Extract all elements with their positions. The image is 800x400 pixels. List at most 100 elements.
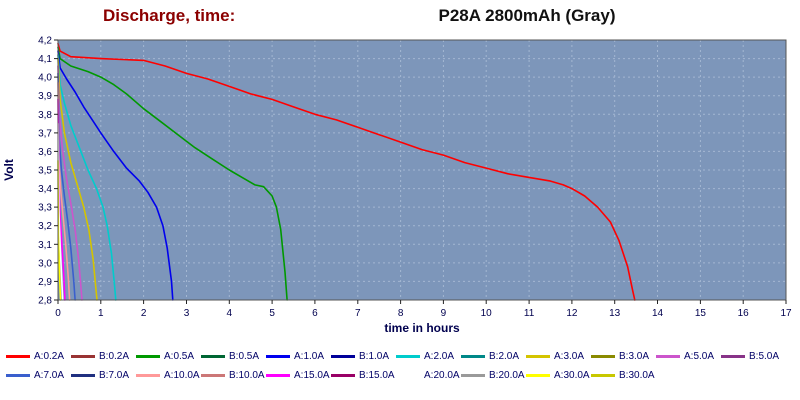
legend-row: A:0.2A B:0.2A A:0.5A B:0.5A A:1.0A B:1.0A A:2.… (6, 347, 796, 366)
y-tick-label: 3,3 (38, 203, 52, 214)
legend: A:0.2A B:0.2A A:0.5A B:0.5A A:1.0A B:1.0A A:2.… (6, 347, 796, 385)
y-tick-label: 3,2 (38, 221, 52, 232)
legend-swatch (266, 355, 290, 358)
x-tick-label: 4 (227, 308, 233, 319)
legend-item: A:5.0A (656, 351, 721, 362)
x-tick-label: 10 (481, 308, 493, 319)
chart-title-right: P28A 2800mAh (Gray) (438, 6, 616, 25)
legend-label: A:0.2A (34, 351, 65, 362)
legend-label: B:3.0A (619, 351, 650, 362)
legend-item: A:1.0A (266, 351, 331, 362)
y-tick-label: 3,4 (38, 184, 52, 195)
x-axis-label: time in hours (384, 321, 460, 335)
legend-label: A:5.0A (684, 351, 715, 362)
legend-swatch (656, 355, 680, 358)
x-tick-label: 6 (312, 308, 318, 319)
legend-swatch (201, 355, 225, 358)
legend-label: A:10.0A (164, 370, 200, 381)
y-tick-label: 4,1 (38, 54, 52, 65)
legend-item: B:30.0A (591, 370, 656, 381)
legend-swatch (591, 355, 615, 358)
series-line-5.0A (57, 65, 83, 301)
legend-item: A:0.5A (136, 351, 201, 362)
legend-item: A:7.0A (6, 370, 71, 381)
legend-item: B:0.2A (71, 351, 136, 362)
legend-label: B:15.0A (359, 370, 395, 381)
legend-label: A:2.0A (424, 351, 455, 362)
legend-swatch (591, 374, 615, 377)
y-tick-label: 3,7 (38, 128, 52, 139)
legend-item: B:20.0A (461, 370, 526, 381)
y-tick-label: 4,2 (38, 36, 52, 47)
x-tick-label: 0 (55, 308, 61, 319)
x-tick-label: 2 (141, 308, 147, 319)
y-tick-label: 3,9 (38, 91, 52, 102)
legend-label: B:0.2A (99, 351, 130, 362)
legend-label: B:5.0A (749, 351, 780, 362)
chart-title-left: Discharge, time: (103, 6, 236, 25)
legend-label: B:20.0A (489, 370, 525, 381)
series-line-7.0A (57, 72, 76, 301)
y-tick-label: 3,0 (38, 258, 52, 269)
legend-swatch (6, 355, 30, 358)
legend-item: A:3.0A (526, 351, 591, 362)
series-line-3.0A (57, 57, 98, 301)
legend-label: A:0.5A (164, 351, 195, 362)
y-tick-label: 3,6 (38, 147, 52, 158)
legend-swatch (331, 374, 355, 377)
legend-label: B:7.0A (99, 370, 130, 381)
legend-swatch (526, 355, 550, 358)
legend-item: A:10.0A (136, 370, 201, 381)
legend-item: A:2.0A (396, 351, 461, 362)
discharge-chart: 4,2 4,1 4,0 3,9 3,8 3,7 3,6 3,5 3,4 3,3 3,2 3,1 3,0 2… (2, 36, 792, 336)
y-tick-label: 3,5 (38, 166, 52, 177)
legend-label: B:1.0A (359, 351, 390, 362)
y-axis-label: Volt (2, 159, 16, 181)
x-tick-label: 16 (738, 308, 750, 319)
legend-swatch (136, 374, 160, 377)
legend-swatch (6, 374, 30, 377)
series-line-0.2A (57, 42, 636, 301)
x-tick-label: 17 (780, 308, 792, 319)
legend-swatch (71, 374, 95, 377)
legend-swatch (721, 355, 745, 358)
legend-item: A:30.0A (526, 370, 591, 381)
series-line-2.0A (57, 54, 117, 301)
legend-item: B:5.0A (721, 351, 786, 362)
x-tick-label: 12 (566, 308, 578, 319)
legend-label: A:20.0A (424, 370, 460, 381)
x-tick-label: 11 (524, 308, 535, 319)
x-tick-label: 3 (184, 308, 190, 319)
legend-label: A:1.0A (294, 351, 325, 362)
legend-swatch (461, 355, 485, 358)
x-tick-label: 7 (355, 308, 361, 319)
y-tick-label: 2,9 (38, 277, 52, 288)
legend-swatch (71, 355, 95, 358)
y-tick-label: 2,8 (38, 296, 52, 307)
legend-swatch (331, 355, 355, 358)
x-tick-label: 8 (398, 308, 404, 319)
legend-item: A:0.2A (6, 351, 71, 362)
legend-label: A:3.0A (554, 351, 585, 362)
legend-item: B:1.0A (331, 351, 396, 362)
x-tick-label: 13 (609, 308, 621, 319)
series-line-1.0A (57, 50, 174, 301)
legend-label: B:30.0A (619, 370, 655, 381)
legend-item: B:15.0A (331, 370, 396, 381)
legend-swatch (526, 374, 550, 377)
legend-item: B:0.5A (201, 351, 266, 362)
legend-swatch (396, 355, 420, 358)
x-tick-label: 5 (269, 308, 275, 319)
x-tick-label: 15 (695, 308, 707, 319)
legend-swatch (201, 374, 225, 377)
y-tick-label: 4,0 (38, 73, 52, 84)
legend-row: A:7.0A B:7.0A A:10.0A B:10.0A A:15.0A B:15.0A… (6, 366, 796, 385)
y-tick-label: 3,1 (38, 240, 52, 251)
legend-label: A:7.0A (34, 370, 65, 381)
legend-item: A:15.0A (266, 370, 331, 381)
legend-item: B:2.0A (461, 351, 526, 362)
y-tick-label: 3,8 (38, 110, 52, 121)
x-tick-label: 1 (98, 308, 104, 319)
legend-swatch (136, 355, 160, 358)
